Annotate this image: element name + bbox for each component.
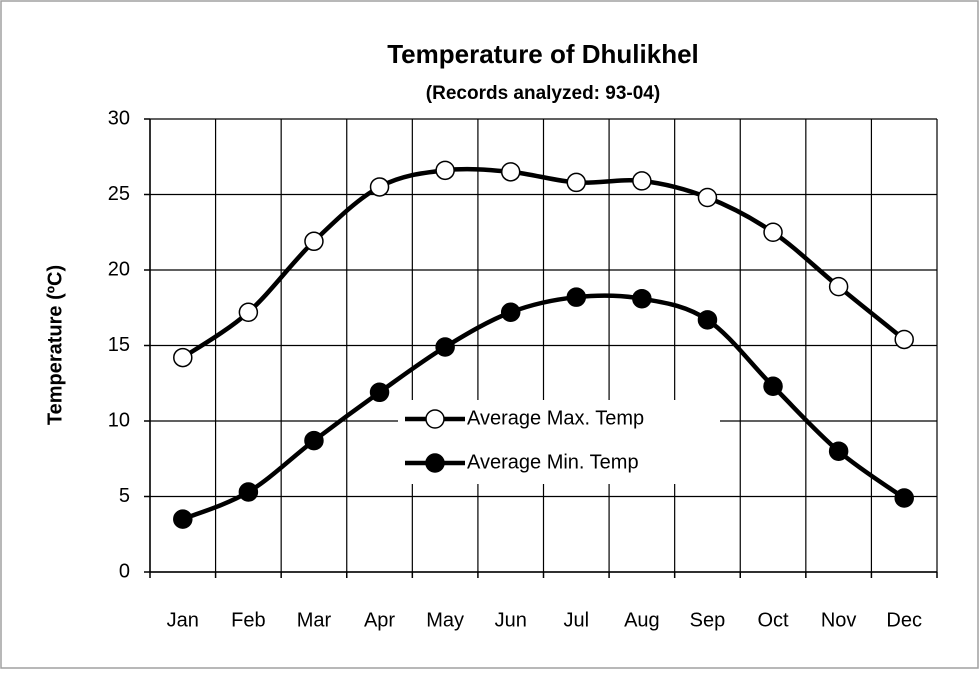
x-tick-label: Jul bbox=[564, 609, 590, 631]
chart-title: Temperature of Dhulikhel bbox=[387, 39, 699, 69]
chart-subtitle: (Records analyzed: 93-04) bbox=[426, 83, 660, 104]
data-point bbox=[632, 288, 652, 309]
data-point bbox=[894, 488, 914, 508]
y-tick-label: 25 bbox=[108, 183, 130, 205]
y-tick-label: 30 bbox=[108, 107, 130, 129]
legend-marker bbox=[425, 453, 445, 473]
data-point bbox=[500, 302, 521, 323]
x-tick-label: Jun bbox=[495, 609, 527, 631]
legend-label: Average Min. Temp bbox=[467, 451, 639, 473]
data-point bbox=[369, 382, 390, 403]
data-point bbox=[697, 310, 718, 330]
y-tick-label: 15 bbox=[108, 334, 130, 356]
data-point bbox=[173, 347, 193, 368]
x-tick-label: Sep bbox=[690, 609, 726, 631]
legend-marker bbox=[425, 409, 445, 429]
data-point bbox=[632, 171, 652, 191]
x-tick-label: Jan bbox=[167, 609, 199, 631]
data-point bbox=[566, 287, 587, 307]
x-tick-label: Aug bbox=[624, 609, 660, 631]
data-point bbox=[304, 430, 324, 451]
series-line bbox=[181, 166, 906, 360]
x-tick-label: Apr bbox=[364, 609, 395, 631]
data-point bbox=[435, 160, 455, 181]
data-point bbox=[173, 509, 193, 529]
data-point bbox=[763, 222, 783, 242]
x-tick-label: May bbox=[426, 609, 464, 631]
legend-label: Average Max. Temp bbox=[467, 407, 644, 429]
y-tick-label: 5 bbox=[119, 485, 130, 507]
data-point bbox=[828, 276, 849, 297]
data-point bbox=[435, 337, 455, 357]
x-tick-label: Nov bbox=[821, 609, 857, 631]
data-point bbox=[304, 231, 324, 252]
data-point bbox=[697, 187, 718, 208]
y-axis-label: Temperature (ºC) bbox=[44, 265, 66, 425]
data-point bbox=[566, 172, 587, 193]
y-tick-label: 20 bbox=[108, 258, 130, 280]
y-tick-label: 10 bbox=[108, 409, 130, 431]
data-point bbox=[238, 482, 259, 502]
data-point bbox=[369, 177, 390, 197]
data-point bbox=[828, 441, 849, 461]
data-point bbox=[500, 162, 521, 182]
x-tick-label: Mar bbox=[297, 609, 332, 631]
x-tick-label: Feb bbox=[231, 609, 265, 631]
data-point bbox=[894, 329, 914, 350]
x-tick-label: Dec bbox=[886, 609, 922, 631]
legend-box bbox=[398, 400, 720, 484]
x-tick-label: Oct bbox=[757, 609, 789, 631]
y-tick-label: 0 bbox=[119, 560, 130, 582]
data-point bbox=[238, 302, 259, 323]
data-point bbox=[763, 376, 783, 397]
